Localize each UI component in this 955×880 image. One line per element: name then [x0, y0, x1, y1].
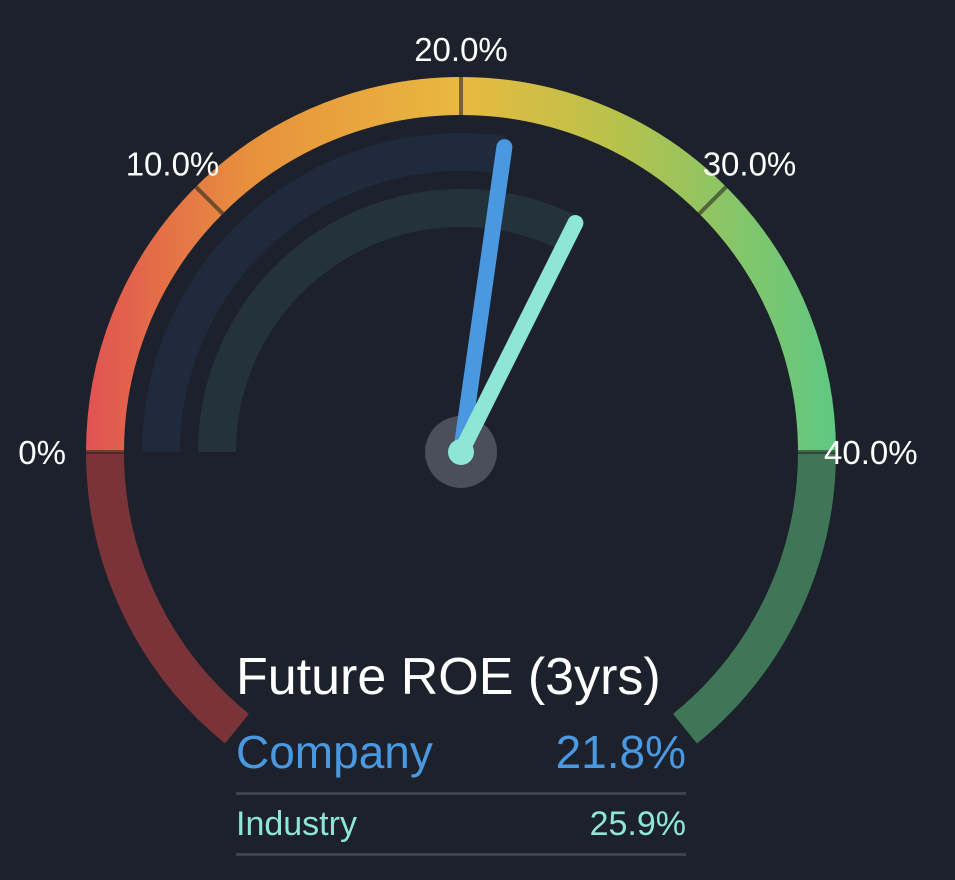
gauge-below-range-arc: [86, 451, 250, 744]
company-label: Company: [236, 726, 433, 778]
legend-row-industry: Industry 25.9%: [236, 795, 686, 856]
needle-industry: [453, 215, 584, 460]
industry-value: 25.9%: [589, 804, 686, 843]
gauge-legend: Future ROE (3yrs) Company 21.8% Industry…: [236, 642, 686, 856]
tick-mark: [697, 185, 728, 216]
legend-row-company: Company 21.8%: [236, 712, 686, 795]
industry-label: Industry: [236, 804, 357, 843]
needle-cap: [448, 439, 474, 465]
needle-company: [453, 139, 513, 460]
tick-label: 40.0%: [824, 434, 918, 471]
tick-label: 10.0%: [126, 146, 220, 183]
tick-label: 20.0%: [414, 31, 508, 68]
company-value: 21.8%: [555, 726, 686, 778]
tick-label: 30.0%: [703, 146, 797, 183]
value-track-company: [142, 133, 506, 453]
gauge-above-range-arc: [672, 451, 836, 744]
tick-label: 0%: [18, 434, 66, 471]
chart-title: Future ROE (3yrs): [236, 648, 661, 706]
tick-mark: [194, 185, 225, 216]
